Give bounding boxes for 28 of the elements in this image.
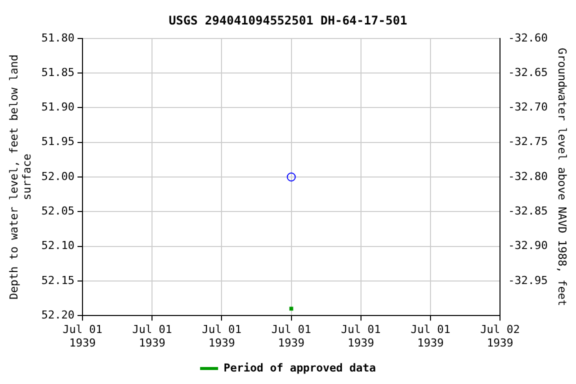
x-tick-label: Jul 01 1939 (271, 323, 312, 350)
y-tick-label: 51.85 (41, 66, 75, 79)
y2-axis-title: Groundwater level above NAVD 1988, feet (556, 48, 569, 306)
x-tick-label: Jul 01 1939 (202, 323, 242, 350)
y-axis-title: Depth to water level, feet below land surface (7, 54, 34, 300)
y2-tick-label: -32.85 (508, 204, 548, 218)
y2-tick-label: -32.80 (508, 170, 548, 183)
chart-title: USGS 294041094552501 DH-64-17-501 (168, 13, 408, 28)
x-tick-label: Jul 01 1939 (62, 323, 102, 350)
y2-tick-label: -32.95 (508, 274, 548, 287)
y-tick-label: 51.80 (41, 31, 75, 44)
y2-tick-label: -32.75 (508, 135, 548, 148)
x-tick-label: Jul 01 1939 (341, 323, 381, 350)
y2-tick-label: -32.70 (508, 100, 548, 114)
y-tick-label: 52.05 (41, 204, 75, 218)
y-tick-label: 52.00 (41, 170, 75, 183)
x-tick-label: Jul 01 1939 (410, 323, 450, 350)
y2-tick-label: -32.90 (508, 239, 548, 252)
y-tick-label: 52.10 (41, 239, 75, 252)
y2-tick-label: -32.65 (508, 66, 548, 79)
legend-label: Period of approved data (224, 361, 376, 374)
y-tick-label: 52.20 (41, 308, 75, 322)
x-tick-label: Jul 02 1939 (480, 323, 520, 350)
y-tick-label: 51.90 (41, 100, 75, 114)
y-tick-label: 52.15 (41, 274, 75, 287)
y-tick-label: 51.95 (41, 135, 75, 148)
x-tick-label: Jul 01 1939 (132, 323, 172, 350)
y2-tick-label: -32.60 (508, 31, 548, 44)
